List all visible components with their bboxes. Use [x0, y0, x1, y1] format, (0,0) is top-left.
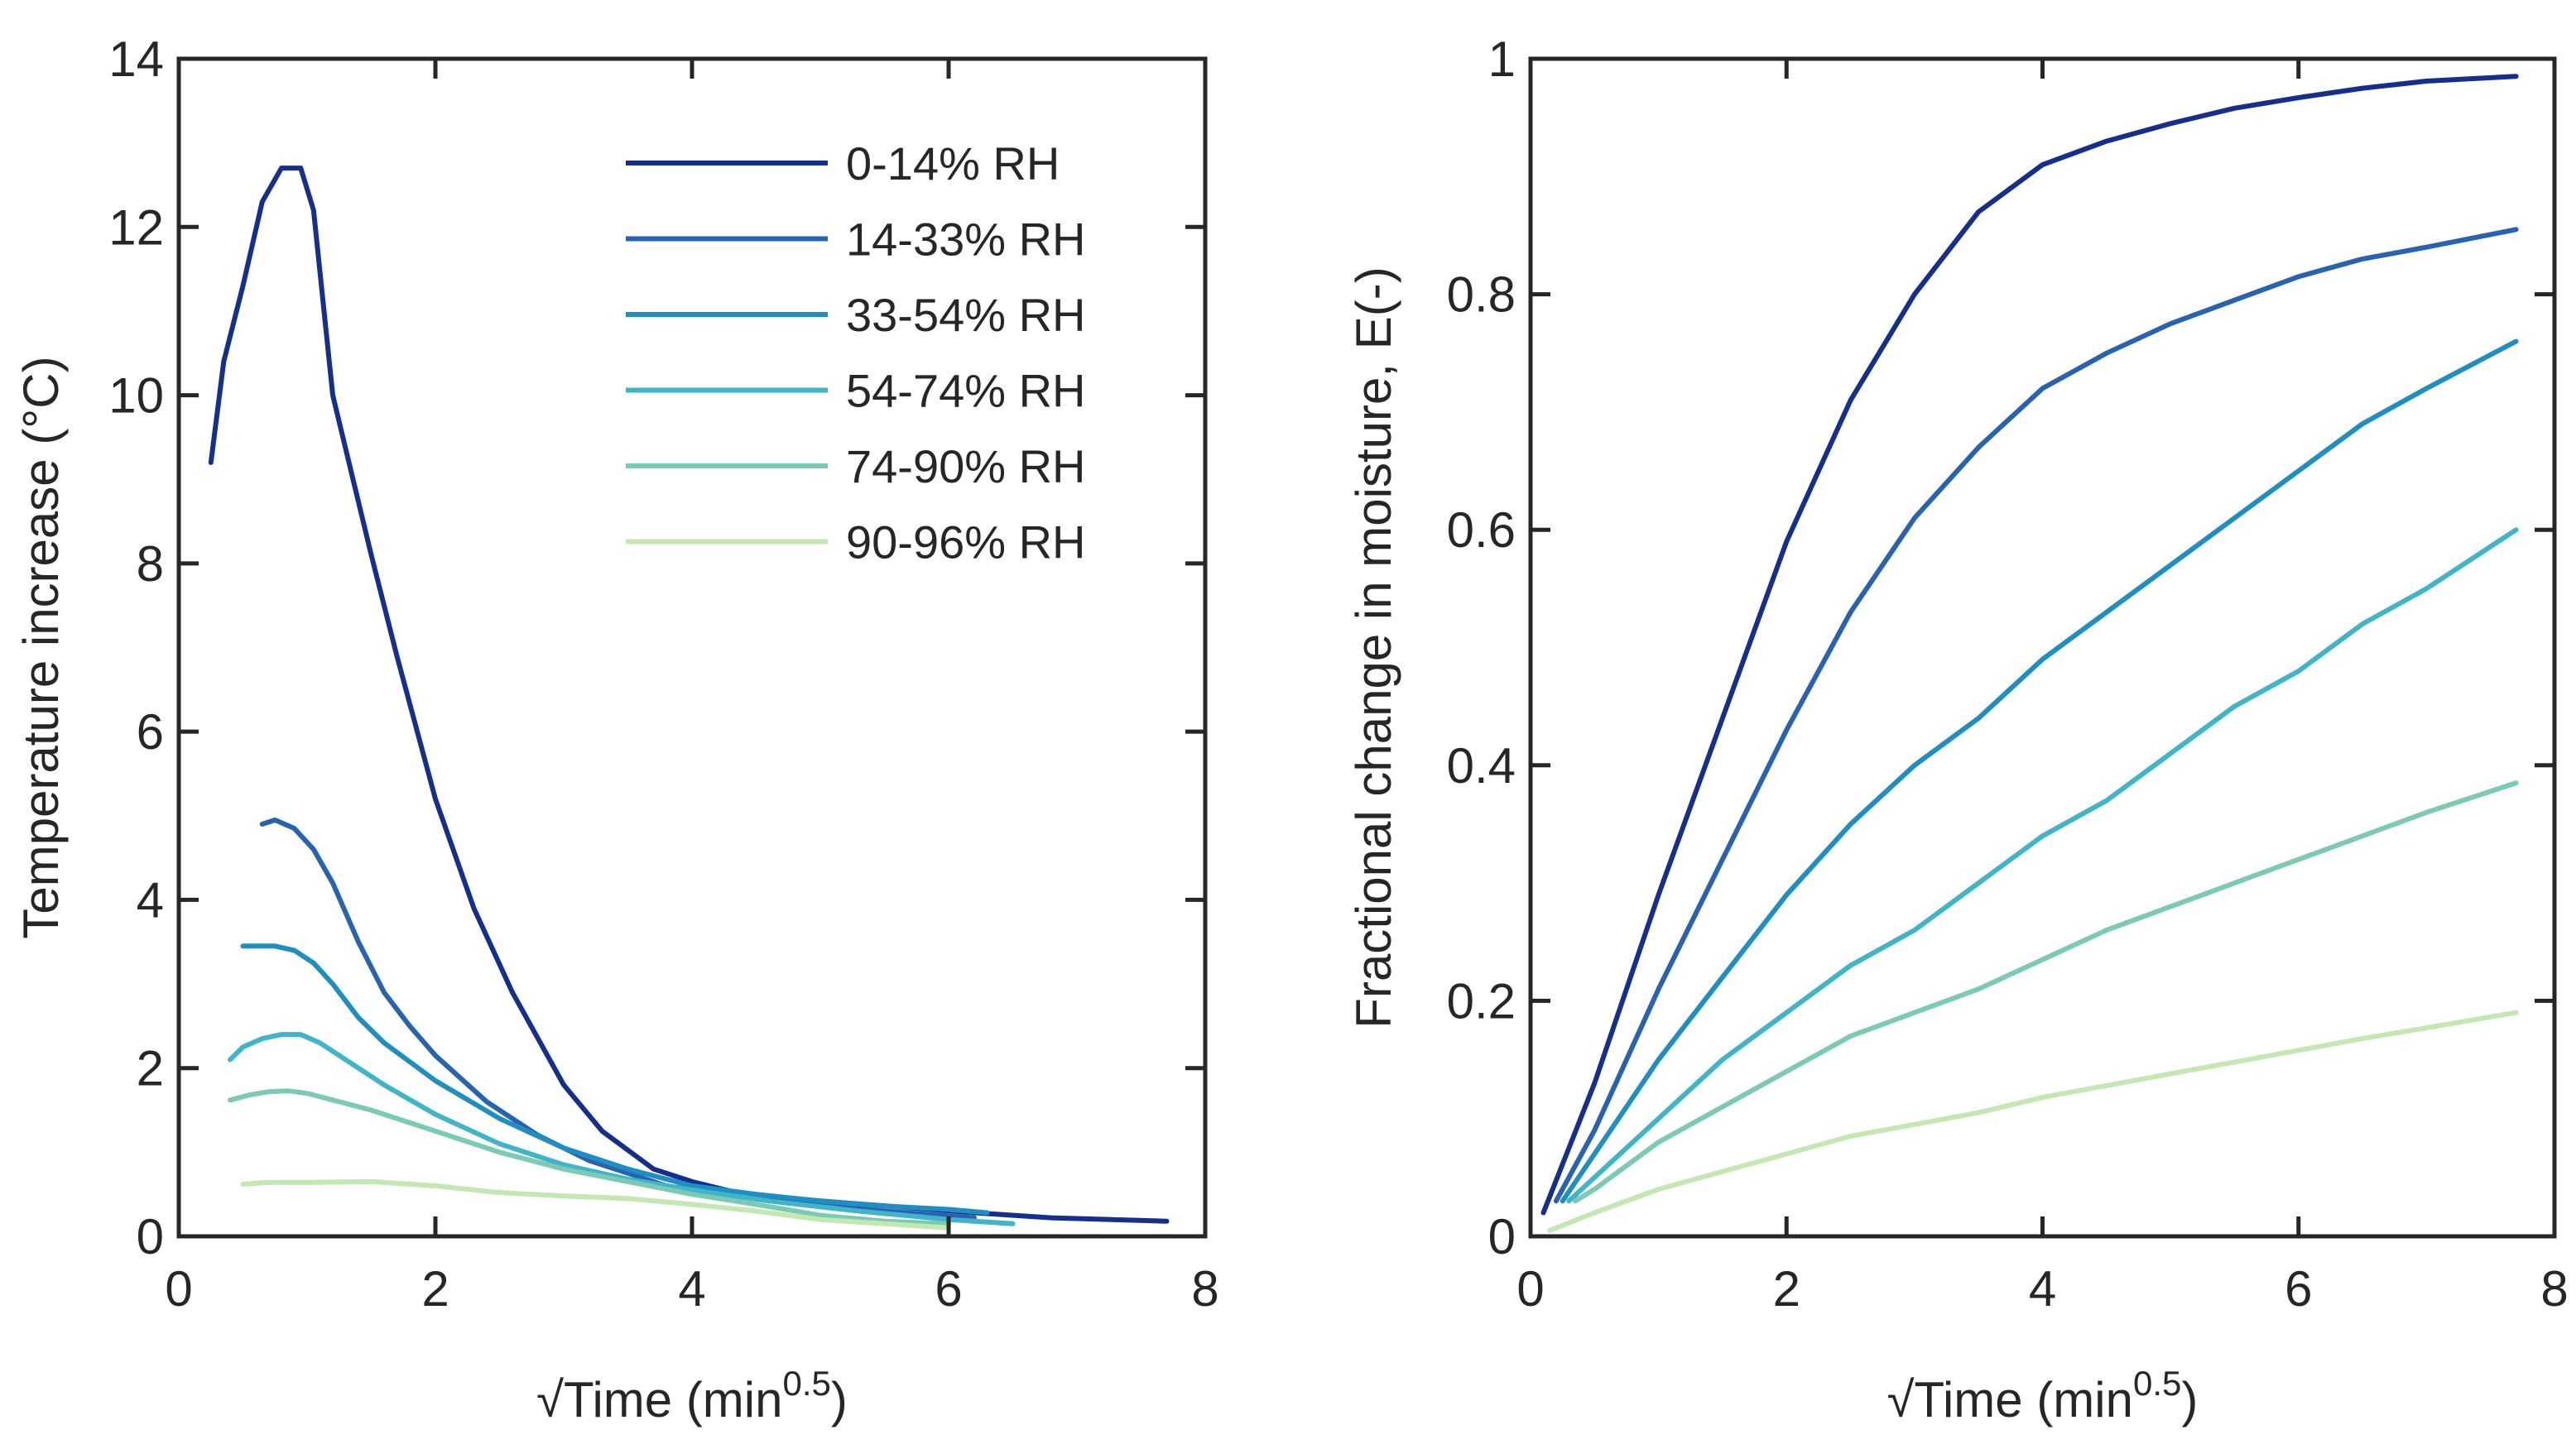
right-chart-moisture: 0 2 4 6 8 0 0.2 0.4 0.6 0.8 1 √Time (min0.5) Fractio…: [1346, 31, 2569, 1427]
y-tick-label: 4: [137, 872, 164, 928]
y-tick-label: 0.8: [1447, 267, 1516, 323]
x-axis-label: √Time (min0.5): [536, 1364, 848, 1427]
series-line-3: [1566, 527, 2519, 1204]
y-axis-label: Temperature increase (°C): [13, 356, 69, 938]
legend-label: 0-14% RH: [846, 137, 1060, 190]
x-tick-label: 8: [2540, 1261, 2568, 1317]
series-line-5: [240, 1178, 951, 1231]
y-tick-label: 10: [108, 368, 164, 424]
x-tick-label: 6: [2285, 1261, 2312, 1317]
legend-label: 74-90% RH: [846, 440, 1085, 492]
y-tick-label: 6: [137, 704, 164, 760]
legend-label: 33-54% RH: [846, 289, 1085, 341]
x-axis-label-text: √Time (min: [536, 1372, 782, 1427]
left-chart-temperature: 0 2 4 6 8 0 2 4 6 8 10 12 14 √Time (min0.5) Temperatur…: [13, 31, 1219, 1427]
y-tick-label: 1: [1488, 31, 1516, 87]
x-tick-label: 0: [165, 1261, 192, 1317]
legend-label: 54-74% RH: [846, 365, 1085, 417]
x-tick-label: 4: [678, 1261, 705, 1317]
legend-label: 90-96% RH: [846, 516, 1085, 569]
y-tick-label: 14: [108, 31, 164, 87]
x-axis-label-sup: 0.5: [783, 1364, 831, 1403]
series-line-4: [228, 1088, 951, 1226]
y-tick-label: 8: [137, 536, 164, 592]
series-line-3: [228, 1032, 1016, 1226]
series-line-0: [1540, 74, 2519, 1216]
series-line-1: [1553, 227, 2519, 1204]
series-line-2: [240, 943, 990, 1216]
y-tick-label: 0.4: [1447, 738, 1516, 794]
legend-label: 14-33% RH: [846, 214, 1085, 266]
y-tick-label: 12: [108, 199, 164, 255]
plot-frame: [1528, 56, 2557, 1239]
x-tick-label: 4: [2029, 1261, 2056, 1317]
x-axis-label-end: ): [831, 1372, 848, 1427]
y-axis-label: Fractional change in moisture, E(-): [1346, 266, 1401, 1028]
series-line-2: [1560, 338, 2519, 1204]
y-tick-label: 2: [137, 1041, 164, 1096]
x-axis-label-end: ): [2181, 1372, 2198, 1427]
x-axis-label-text: √Time (min: [1887, 1372, 2133, 1427]
y-tick-label: 0.6: [1447, 502, 1516, 558]
y-tick-label: 0: [1488, 1209, 1516, 1264]
x-tick-label: 6: [935, 1261, 962, 1317]
x-axis-label: √Time (min0.5): [1887, 1364, 2199, 1427]
x-axis-label-sup: 0.5: [2133, 1364, 2181, 1403]
series-line-5: [1547, 1010, 2519, 1233]
y-tick-label: 0: [137, 1209, 164, 1264]
x-tick-label: 0: [1516, 1261, 1544, 1317]
y-tick-label: 0.2: [1447, 973, 1516, 1029]
x-tick-label: 2: [1773, 1261, 1800, 1317]
x-tick-label: 8: [1191, 1261, 1218, 1317]
series-line-4: [1573, 780, 2519, 1204]
x-tick-label: 2: [421, 1261, 449, 1317]
series-line-1: [259, 817, 977, 1221]
